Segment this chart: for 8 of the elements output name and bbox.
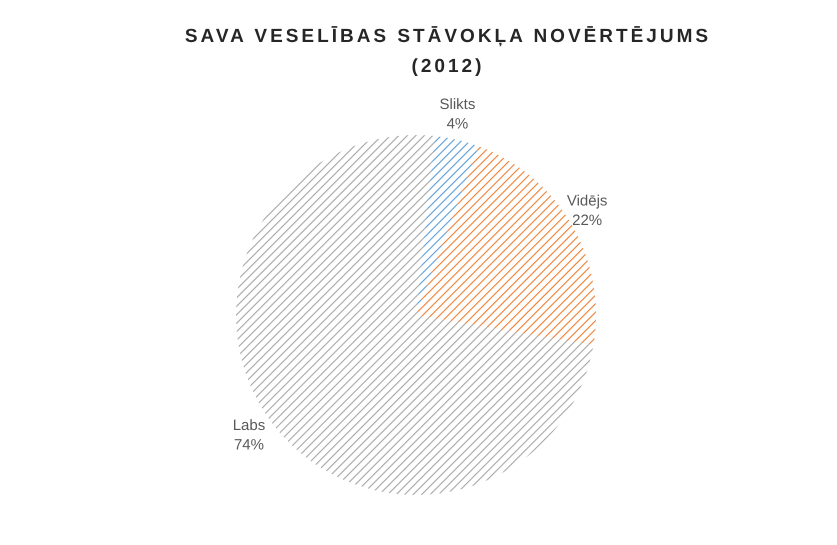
slice-label: Slikts (440, 96, 476, 113)
data-label: 4% (446, 115, 468, 132)
data-label: 22% (572, 212, 602, 229)
slice-label: Vidējs (566, 192, 608, 210)
chart-title: SAVA VESELĪBAS STĀVOKĻA NOVĒRTĒJUMS (2012) (184, 25, 712, 79)
pie-slice (416, 136, 479, 315)
slice-label: Labs (232, 416, 266, 434)
data-label: 74% (234, 436, 264, 454)
